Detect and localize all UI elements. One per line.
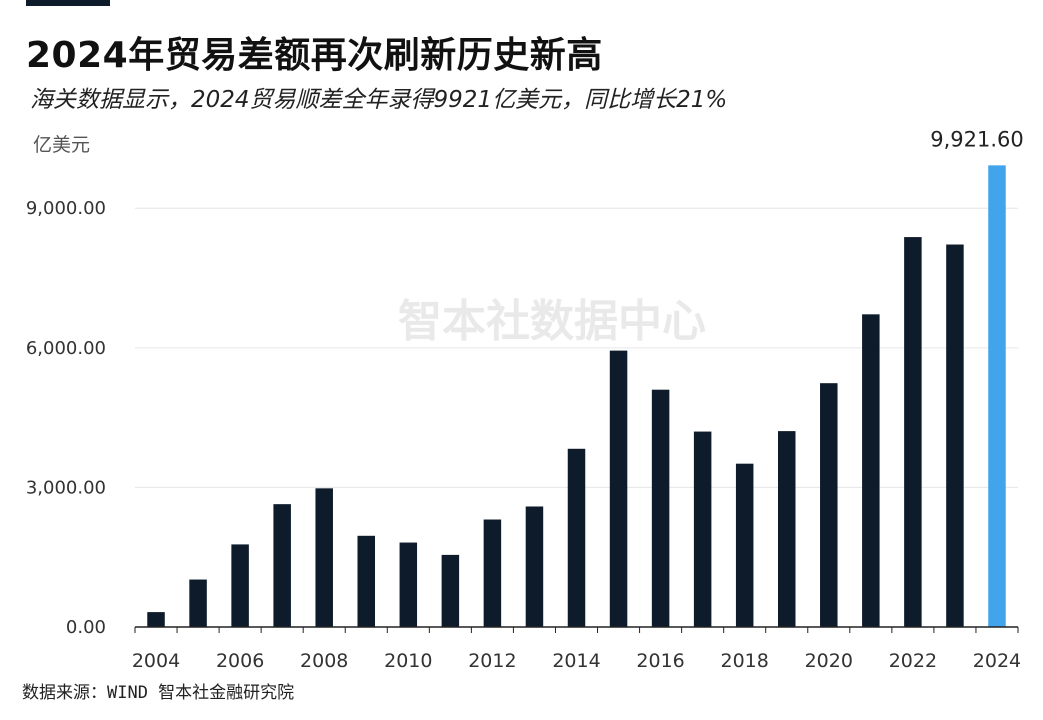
bar-2010	[399, 542, 418, 627]
chart-title: 2024年贸易差额再次刷新历史新高	[26, 35, 603, 76]
data-label: 9,921.60	[930, 127, 1024, 151]
chart-subtitle: 海关数据显示，2024贸易顺差全年录得9921亿美元，同比增长21%	[30, 87, 728, 113]
bar-2011	[441, 554, 460, 627]
bar-2015	[609, 350, 628, 627]
y-axis-unit: 亿美元	[33, 134, 90, 156]
bar-2018	[735, 463, 754, 627]
x-tick-label: 2020	[805, 650, 853, 672]
bar-2017	[693, 431, 712, 627]
x-tick-label: 2006	[216, 650, 264, 672]
bar-2004	[147, 612, 165, 627]
watermark: 智本社数据中心	[398, 296, 706, 347]
x-tick-label: 2024	[973, 650, 1021, 672]
bar-2022	[904, 237, 922, 627]
x-tick-label: 2004	[132, 650, 180, 672]
source-note: 数据来源：WIND 智本社金融研究院	[22, 683, 295, 703]
x-tick-label: 2018	[721, 650, 769, 672]
top-accent-bar	[26, 0, 110, 6]
bar-2014	[567, 448, 586, 627]
bar-2020	[820, 383, 838, 627]
bar-2012	[483, 519, 502, 627]
x-tick-label: 2016	[636, 650, 684, 672]
bar-2007	[273, 504, 291, 627]
bar-2008	[315, 488, 333, 627]
bar-2021	[862, 314, 880, 627]
y-tick-label: 6,000.00	[26, 338, 106, 359]
x-tick-label: 2014	[552, 650, 600, 672]
bar-2019	[777, 431, 796, 627]
x-tick-label: 2008	[300, 650, 348, 672]
x-tick-label: 2010	[384, 650, 432, 672]
y-tick-label: 3,000.00	[26, 477, 106, 498]
bar-2024	[988, 165, 1006, 627]
x-tick-label: 2022	[889, 650, 937, 672]
y-tick-label: 0.00	[66, 617, 106, 638]
bar-2016	[651, 389, 670, 627]
y-tick-label: 9,000.00	[26, 198, 106, 219]
bar-2023	[946, 244, 964, 627]
bar-2005	[189, 579, 207, 627]
bar-2013	[525, 506, 544, 627]
bar-2006	[231, 544, 249, 627]
x-tick-label: 2012	[468, 650, 516, 672]
bar-2009	[357, 535, 376, 627]
